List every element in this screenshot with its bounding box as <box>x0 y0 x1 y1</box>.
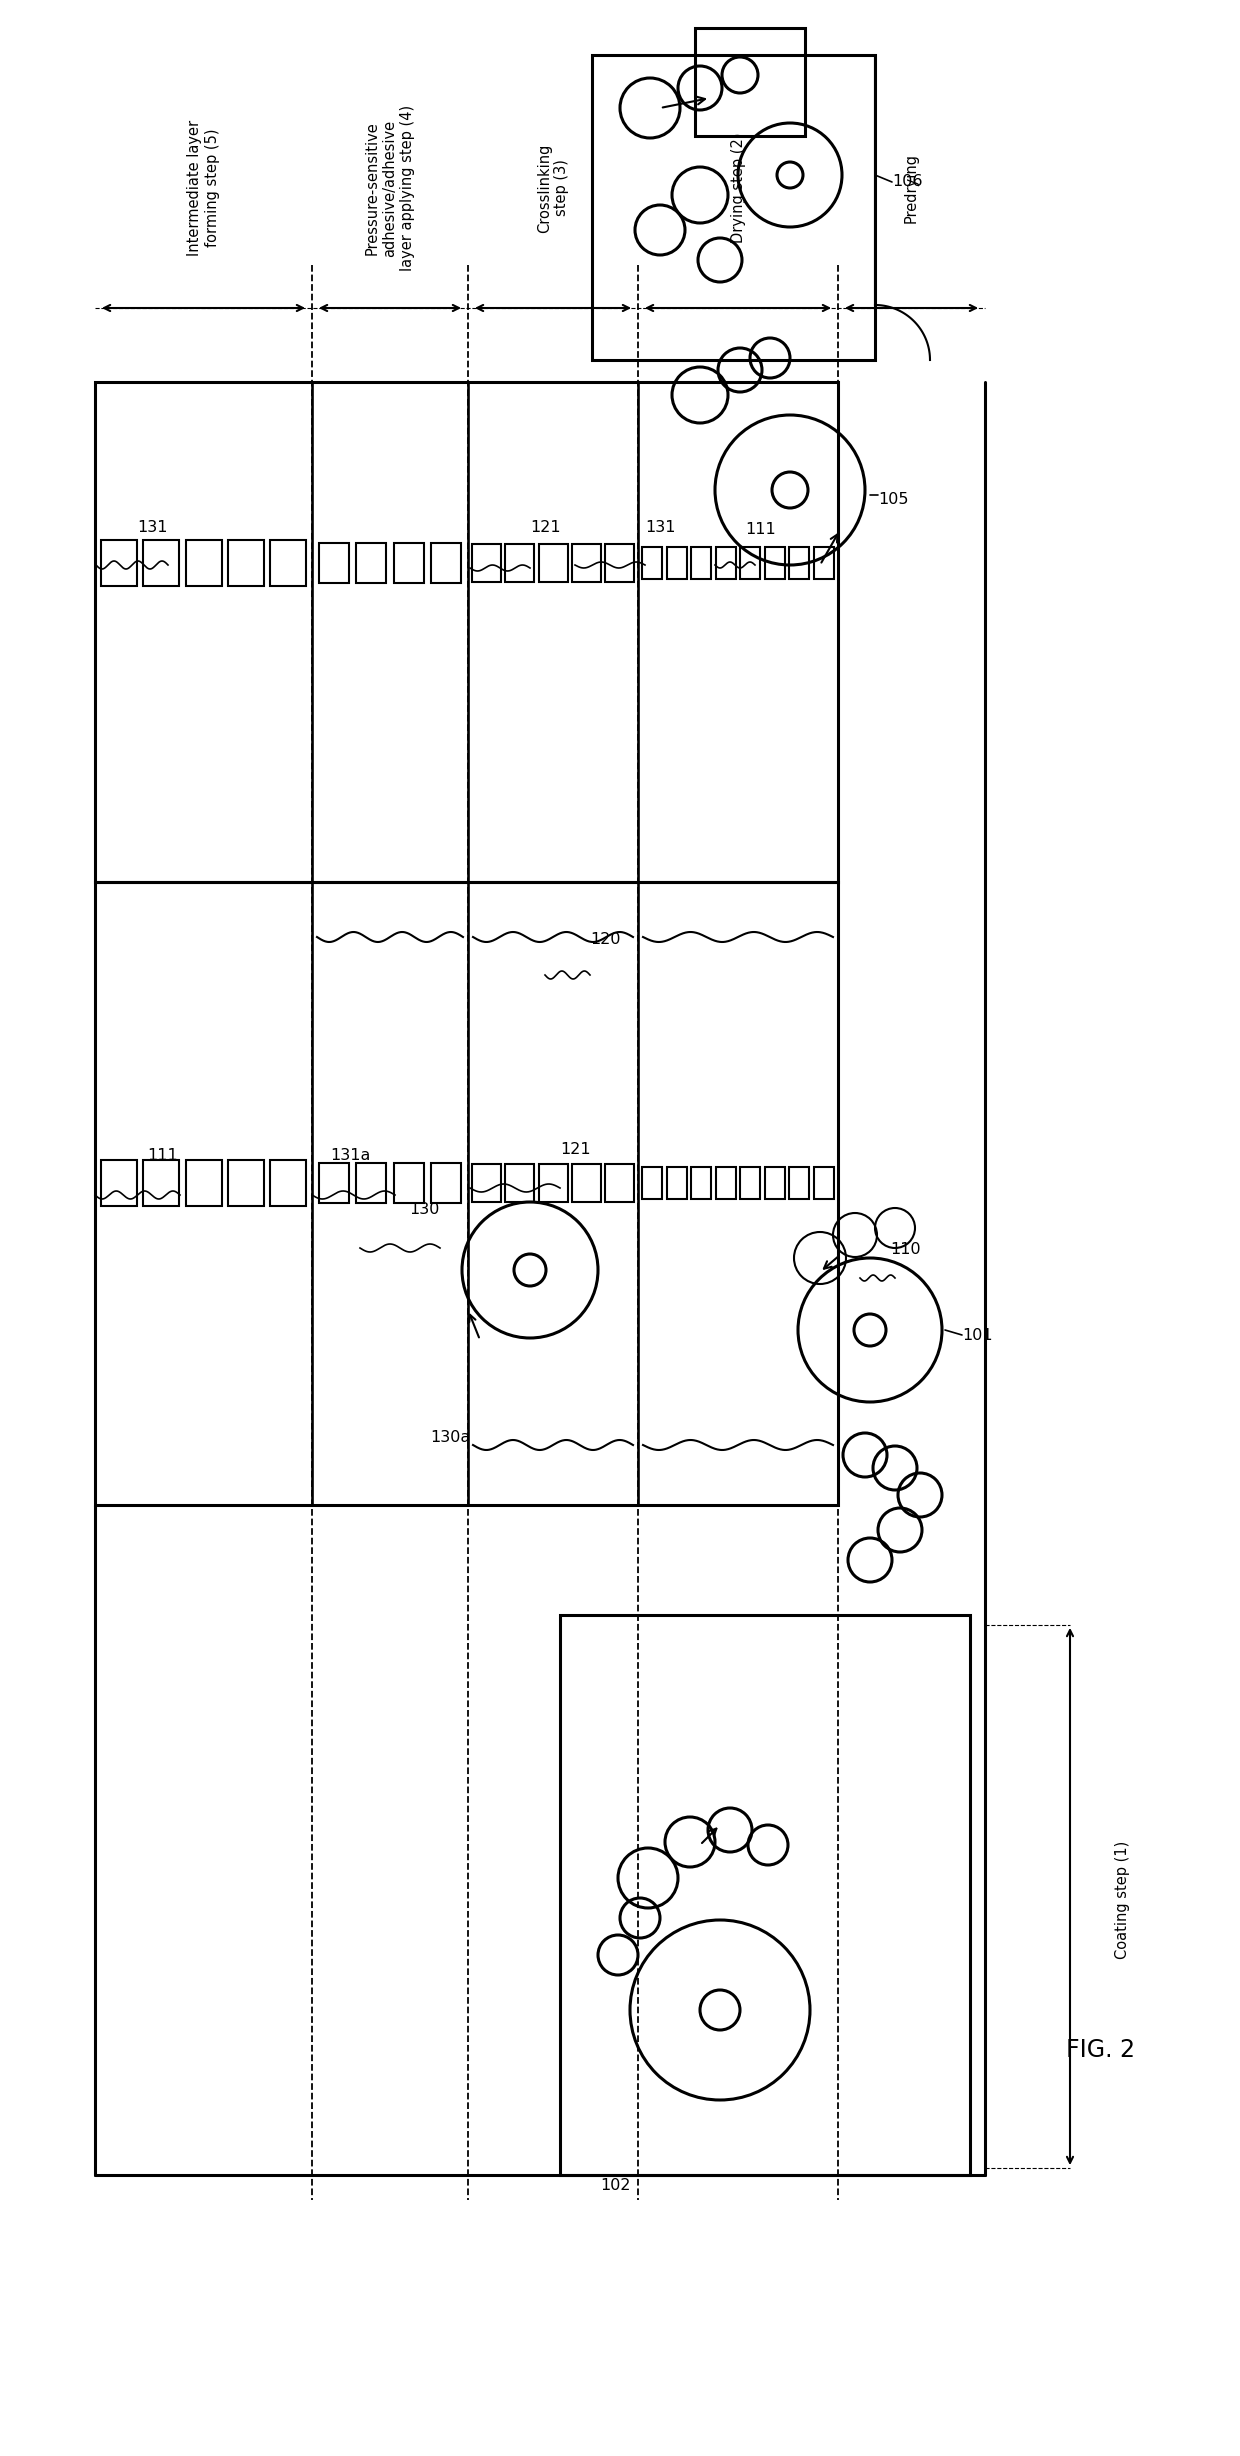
Text: Drying step (2): Drying step (2) <box>730 133 745 243</box>
Bar <box>95 383 838 882</box>
Bar <box>765 548 785 580</box>
Text: 102: 102 <box>600 2178 630 2193</box>
Bar <box>789 1167 810 1199</box>
Text: 120: 120 <box>590 933 620 948</box>
Bar <box>102 1159 138 1206</box>
Text: Predrying: Predrying <box>904 152 919 223</box>
Bar <box>319 543 350 582</box>
Text: 131: 131 <box>138 521 167 535</box>
Text: 131a: 131a <box>330 1147 371 1162</box>
Bar <box>642 548 662 580</box>
Text: 101: 101 <box>962 1329 993 1343</box>
Bar <box>356 543 387 582</box>
Text: 105: 105 <box>878 494 909 508</box>
Bar <box>430 1164 461 1203</box>
Bar <box>605 543 634 582</box>
Bar <box>667 548 687 580</box>
Bar <box>538 1164 568 1201</box>
Text: 130a: 130a <box>430 1429 470 1447</box>
Bar <box>692 1167 712 1199</box>
Text: 110: 110 <box>890 1243 920 1257</box>
Bar <box>506 543 534 582</box>
Bar <box>667 1167 687 1199</box>
Text: Pressure-sensitive
adhesive/adhesive
layer applying step (4): Pressure-sensitive adhesive/adhesive lay… <box>365 106 415 270</box>
Bar <box>813 1167 833 1199</box>
Bar <box>692 548 712 580</box>
Text: 130: 130 <box>409 1203 440 1218</box>
Bar <box>144 1159 180 1206</box>
Bar <box>472 1164 501 1201</box>
Text: Coating step (1): Coating step (1) <box>1115 1842 1130 1960</box>
Bar <box>715 1167 735 1199</box>
Bar <box>572 1164 600 1201</box>
Bar <box>642 1167 662 1199</box>
Text: 111: 111 <box>148 1147 179 1162</box>
Bar <box>228 1159 264 1206</box>
Bar <box>572 543 600 582</box>
Bar <box>228 540 264 587</box>
Text: Crosslinking
step (3): Crosslinking step (3) <box>537 142 569 233</box>
Bar <box>591 54 875 361</box>
Text: 121: 121 <box>529 521 560 535</box>
Bar <box>356 1164 387 1203</box>
Bar <box>813 548 833 580</box>
Bar <box>102 540 138 587</box>
Bar <box>472 543 501 582</box>
Bar <box>270 1159 306 1206</box>
Bar <box>430 543 461 582</box>
Bar <box>605 1164 634 1201</box>
Bar <box>319 1164 350 1203</box>
Bar <box>186 1159 222 1206</box>
Text: 121: 121 <box>560 1142 590 1157</box>
Bar <box>789 548 810 580</box>
Bar <box>694 27 805 135</box>
Bar <box>740 548 760 580</box>
Bar <box>144 540 180 587</box>
Bar <box>506 1164 534 1201</box>
Bar <box>186 540 222 587</box>
Bar <box>765 1167 785 1199</box>
Bar <box>715 548 735 580</box>
Bar <box>740 1167 760 1199</box>
Bar <box>560 1616 970 2176</box>
Text: 131: 131 <box>645 521 676 535</box>
Bar <box>270 540 306 587</box>
Text: 106: 106 <box>892 174 923 189</box>
Bar <box>393 543 424 582</box>
Bar <box>393 1164 424 1203</box>
Bar <box>95 882 838 1506</box>
Text: Intermediate layer
forming step (5): Intermediate layer forming step (5) <box>187 120 219 255</box>
Text: 111: 111 <box>745 523 776 538</box>
Text: FIG. 2: FIG. 2 <box>1065 2038 1135 2063</box>
Bar <box>538 543 568 582</box>
